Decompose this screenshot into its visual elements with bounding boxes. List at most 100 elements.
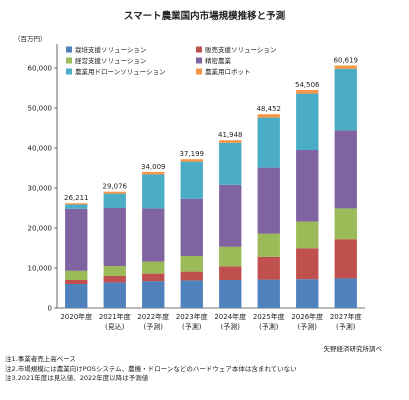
legend-entry: 農業用ロボット — [205, 67, 251, 76]
legend-swatch — [196, 68, 202, 75]
bar-segment — [219, 184, 242, 247]
bar-segment — [219, 140, 242, 143]
chart-title: スマート農業国内市場規模推移と予測 — [123, 11, 286, 22]
x-category-sublabel: (見込) — [105, 322, 125, 331]
legend-entry: 農業用ドローンソリューション — [75, 67, 166, 76]
bar-segment — [334, 208, 357, 240]
y-tick-label: 60,000 — [28, 65, 53, 73]
bar-segment — [103, 208, 126, 266]
total-label: 37,199 — [180, 150, 205, 158]
plot-area: 0 10,000 20,000 30,000 40,000 50,000 60,000 26,… — [28, 44, 365, 331]
x-category-label: 2022年度 — [137, 312, 169, 321]
bar-segment — [219, 142, 242, 185]
bar-segment — [296, 89, 319, 94]
bar-segment — [103, 191, 126, 194]
bar-segment — [257, 114, 280, 118]
bar-segment — [103, 266, 126, 276]
legend-entry: 販売支援ソリューション — [205, 45, 276, 54]
x-category-label: 2020年度 — [60, 312, 92, 321]
legend-swatch — [196, 46, 202, 53]
x-category-sublabel: (予測) — [221, 322, 241, 331]
bar-segment — [103, 282, 126, 308]
bar-segment — [334, 130, 357, 209]
bar-segment — [65, 280, 88, 284]
bar-segment — [103, 276, 126, 283]
x-category-label: 2021年度 — [99, 312, 131, 321]
footnote-1: 注1.事業者売上高ベース — [5, 355, 76, 363]
bar-segment — [142, 261, 165, 274]
y-tick-label: 0 — [48, 305, 52, 313]
bar-segment — [296, 279, 319, 308]
y-tick-label: 10,000 — [28, 265, 53, 273]
total-label: 41,948 — [218, 131, 243, 139]
bar-segment — [180, 271, 203, 281]
bar-segment — [65, 204, 88, 209]
y-tick-label: 20,000 — [28, 225, 53, 233]
y-tick-label: 40,000 — [28, 145, 53, 153]
bar-segment — [103, 193, 126, 208]
y-axis-unit-label: （百万円） — [14, 35, 47, 43]
x-category-label: 2025年度 — [253, 312, 285, 321]
bar-segment — [219, 266, 242, 280]
bar-segment — [296, 221, 319, 249]
bar-segment — [65, 284, 88, 308]
x-category-sublabel: (予測) — [298, 322, 318, 331]
x-category-label: 2026年度 — [291, 312, 323, 321]
bar-segment — [257, 167, 280, 234]
x-category-label: 2024年度 — [214, 312, 246, 321]
bar-segment — [180, 159, 203, 162]
y-tick-label: 50,000 — [28, 105, 53, 113]
bar-segment — [142, 171, 165, 175]
bar-segment — [142, 281, 165, 308]
bar-segment — [334, 65, 357, 69]
bar-segment — [142, 208, 165, 262]
bar-segment — [257, 279, 280, 308]
x-category-sublabel: (予測) — [182, 322, 202, 331]
bar-segment — [334, 239, 357, 279]
x-category-label: 2027年度 — [330, 312, 362, 321]
bar-segment — [257, 117, 280, 168]
bar-segment — [142, 174, 165, 209]
bar-segment — [180, 256, 203, 272]
y-tick-label: 30,000 — [28, 185, 53, 193]
bar-segment — [334, 68, 357, 131]
legend-entry: 栽培支援ソリューション — [75, 45, 146, 54]
x-category-label: 2023年度 — [176, 312, 208, 321]
bar-segment — [65, 270, 88, 280]
legend-entry: 精密農業 — [205, 56, 232, 65]
bar-segment — [257, 233, 280, 257]
legend-entry: 経営支援ソリューション — [75, 56, 146, 65]
legend-swatch — [66, 57, 72, 64]
bar-segment — [65, 203, 88, 205]
bar-segment — [180, 161, 203, 199]
bar-segment — [219, 280, 242, 308]
bar-segment — [296, 150, 319, 222]
bar-segment — [296, 93, 319, 150]
bar-segment — [180, 198, 203, 256]
bar-segment — [257, 256, 280, 280]
bar-segment — [142, 273, 165, 282]
x-category-sublabel: (予測) — [336, 322, 356, 331]
legend-swatch — [66, 46, 72, 53]
source-credit: 矢野経済研究所調べ — [323, 345, 383, 353]
total-label: 48,452 — [257, 105, 282, 113]
bar-segment — [65, 208, 88, 271]
footnote-2: 注2.市場規模には農業向けPOSシステム、農機・ドローンなどのハードウェア本体は… — [5, 364, 297, 373]
stacked-bar-chart: 0 10,000 20,000 30,000 40,000 50,000 60,000 26,… — [28, 44, 365, 331]
x-category-sublabel: (予測) — [144, 322, 164, 331]
bar-segment — [180, 280, 203, 308]
footnote-3: 注3.2021年度は見込値、2022年度以降は予測値 — [5, 374, 149, 382]
total-label: 26,211 — [64, 194, 89, 202]
total-label: 34,009 — [141, 163, 166, 171]
total-label: 29,076 — [103, 183, 128, 191]
bar-segment — [219, 246, 242, 267]
x-category-sublabel: (予測) — [259, 322, 279, 331]
total-label: 54,506 — [295, 81, 320, 89]
bar-segment — [334, 278, 357, 308]
footnotes: 注1.事業者売上高ベース 注2.市場規模には農業向けPOSシステム、農機・ドロー… — [5, 355, 297, 384]
total-label: 60,619 — [334, 57, 359, 65]
bar-segment — [296, 248, 319, 280]
legend-swatch — [196, 57, 202, 64]
